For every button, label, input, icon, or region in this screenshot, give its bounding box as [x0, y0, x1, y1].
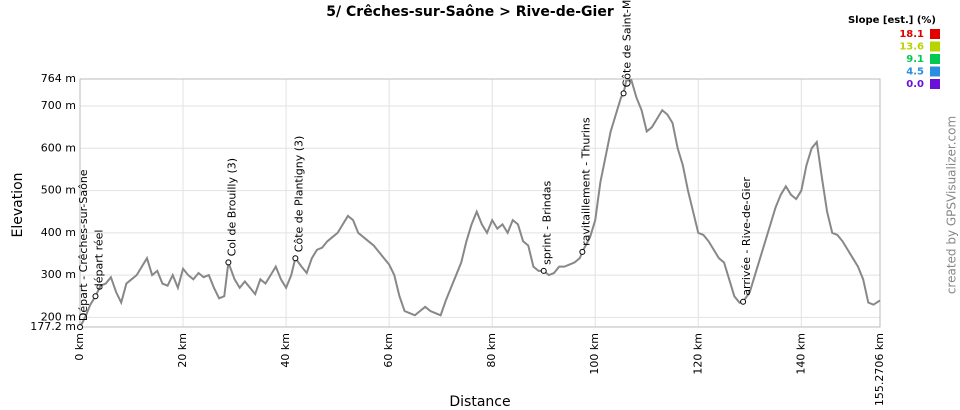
legend-swatch	[930, 79, 940, 89]
y-axis-label: Elevation	[10, 172, 26, 237]
credit: created by GPSVisualizer.com	[945, 116, 959, 294]
x-tick-label: 155.2706 km	[873, 333, 886, 406]
legend-label: 13.6	[899, 42, 924, 53]
waypoint-label: Côte de Saint-Martin	[621, 0, 634, 87]
y-tick-label: 700 m	[41, 99, 76, 112]
x-tick-label: 100 km	[588, 333, 601, 375]
waypoint-label: Col de Brouilly (3)	[225, 158, 238, 257]
waypoint-label: arrivée - Rive-de-Gier	[740, 177, 753, 296]
waypoint	[620, 90, 627, 97]
legend-title: Slope [est.] (%)	[848, 15, 936, 26]
y-tick-label: 400 m	[41, 226, 76, 239]
x-tick-label: 0 km	[73, 333, 86, 361]
x-tick-label: 120 km	[691, 333, 704, 375]
y-tick-label: 764 m	[41, 72, 76, 85]
legend-label: 0.0	[906, 79, 924, 90]
x-tick-label: 140 km	[794, 333, 807, 375]
waypoint	[225, 259, 232, 266]
y-tick-label: 500 m	[41, 184, 76, 197]
waypoint-label: Côte de Plantigny (3)	[292, 136, 305, 253]
legend-label: 18.1	[899, 29, 924, 40]
waypoint-label: sprint - Brindas	[541, 181, 554, 265]
elevation-line	[79, 78, 881, 328]
waypoint	[579, 248, 586, 255]
waypoint	[77, 324, 83, 331]
legend-swatch	[930, 41, 940, 52]
waypoint-label: Départ - Crêches-sur-Saône	[77, 169, 90, 321]
x-axis-label: Distance	[449, 394, 510, 410]
legend-swatch	[930, 29, 940, 39]
y-tick-label: 600 m	[41, 141, 76, 154]
waypoint	[740, 298, 747, 305]
y-tick-label: 200 m	[41, 310, 76, 323]
x-tick-label: 60 km	[382, 333, 395, 368]
y-tick-label: 300 m	[41, 268, 76, 281]
plot-frame	[79, 78, 881, 328]
y-tick-label: 177.2 m	[30, 320, 76, 333]
waypoint	[292, 255, 299, 262]
waypoint	[92, 293, 99, 300]
waypoint	[540, 267, 547, 274]
legend-swatch	[930, 66, 940, 77]
legend-label: 9.1	[906, 54, 924, 65]
x-tick-label: 80 km	[485, 333, 498, 368]
waypoint-label: départ réel	[92, 230, 105, 291]
legend-swatch	[930, 54, 940, 64]
waypoint-label: ravitaillement - Thurins	[579, 117, 592, 246]
x-tick-label: 40 km	[279, 333, 292, 368]
chart-title: 5/ Crêches-sur-Saône > Rive-de-Gier	[326, 4, 614, 20]
x-tick-label: 20 km	[176, 333, 189, 368]
legend-label: 4.5	[906, 67, 924, 78]
